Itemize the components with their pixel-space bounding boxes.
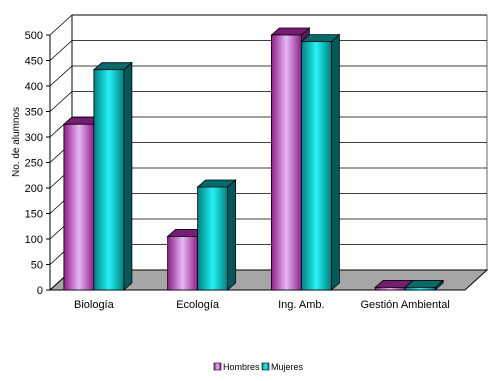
legend-label: Mujeres [271,362,304,372]
y-tick-label: 450 [25,56,43,68]
bar-mujeres [196,179,237,291]
gridline [49,91,487,112]
y-tick-label: 200 [25,183,43,195]
bar-mujeres [300,33,341,291]
y-tick-label: 250 [25,158,43,170]
x-tick-label: Gestión Ambiental [360,299,449,311]
y-tick-label: 400 [25,81,43,93]
y-axis-ticks: 0 50 100 150 200 250 300 350 400 450 500 [25,30,50,297]
y-tick-label: 150 [25,209,43,221]
gridline [49,65,487,87]
legend-label: Hombres [223,362,260,372]
y-tick-label: 300 [25,132,43,144]
gridline [49,14,487,36]
x-tick-label: Biología [74,299,115,311]
x-tick-label: Ecología [176,299,220,311]
y-tick-label: 350 [25,107,43,119]
y-tick-label: 100 [25,234,43,246]
legend-item-hombres: Hombres [213,362,260,372]
x-axis-ticks: Biología Ecología Ing. Amb. Gestión Ambient… [74,299,450,311]
legend-swatch [261,362,270,371]
bars [62,27,445,291]
bar-mujeres [92,61,133,291]
y-tick-label: 50 [31,260,43,272]
bar-mujeres [404,279,445,291]
y-tick-label: 500 [25,30,43,42]
legend: Hombres Mujeres [213,362,304,372]
legend-item-mujeres: Mujeres [261,362,304,372]
y-tick-label: 0 [37,285,43,297]
gridline [49,40,487,61]
x-tick-label: Ing. Amb. [278,299,324,311]
legend-swatch [213,362,222,371]
y-axis-label: No. de alumnos [11,107,22,177]
